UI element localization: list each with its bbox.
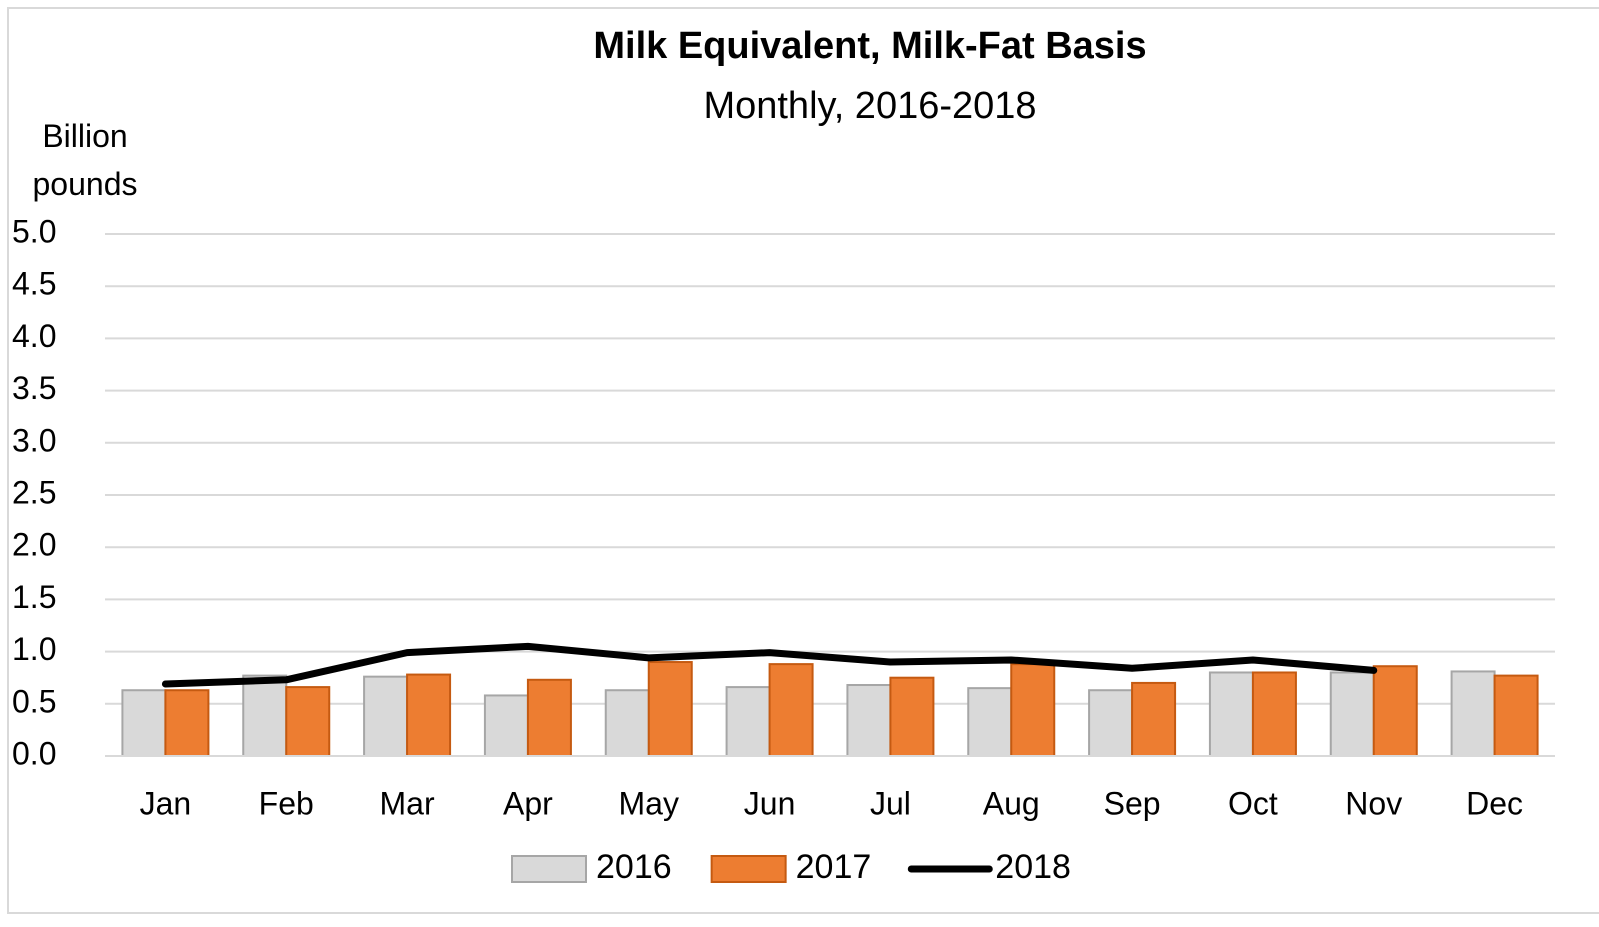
y-tick-label: 4.5 [12,266,56,302]
legend-label: 2018 [995,848,1071,886]
legend-swatch [511,855,587,883]
bar [967,687,1013,758]
bar [1493,674,1539,757]
line [161,642,1378,688]
bar [604,689,650,758]
chart-subtitle: Monthly, 2016-2018 [703,85,1036,127]
bar [526,678,572,758]
x-tick-label: Nov [1345,785,1402,821]
y-tick-label: 5.0 [12,213,56,249]
y-tick-label: 1.5 [12,579,56,615]
bar [1010,663,1056,757]
y-tick-label: 1.0 [12,631,56,667]
y-tick-label: 3.0 [12,422,56,458]
y-tick-label: 0.0 [12,735,56,771]
legend-swatch [710,855,787,883]
x-tick-label: Apr [503,785,553,821]
x-tick-label: Jul [870,785,911,821]
x-tick-label: May [619,785,679,821]
bar [121,689,167,758]
x-tick-label: Dec [1466,785,1523,821]
bar [1329,671,1375,757]
y-tick-label: 0.5 [12,683,56,719]
x-tick-label: Mar [380,785,435,821]
bar [483,694,529,757]
x-tick-label: Jun [744,785,796,821]
bar [285,686,331,758]
x-tick-label: Oct [1228,785,1278,821]
bar [1450,670,1496,757]
bar [725,686,771,758]
x-tick-label: Sep [1104,785,1161,821]
legend-label: 2017 [796,848,872,886]
bar [647,661,693,757]
bar [889,676,935,758]
y-tick-label: 4.0 [12,318,56,354]
x-tick-label: Aug [983,785,1040,821]
y-axis-label: Billion pounds [32,118,138,202]
x-tick-label: Feb [259,785,314,821]
bar [846,684,892,757]
bar [1088,689,1134,758]
legend-label: 2016 [596,848,672,886]
bar [1251,671,1297,757]
chart-frame [7,7,1599,914]
bar [1131,681,1177,757]
bar [768,663,814,757]
y-tick-label: 2.0 [12,527,56,563]
bar [406,673,452,757]
chart-title: Milk Equivalent, Milk-Fat Basis [593,25,1146,67]
bar [1208,671,1254,757]
bar [242,674,288,757]
y-tick-label: 2.5 [12,474,56,510]
bar [164,689,210,758]
bar [1372,665,1418,757]
y-tick-label: 3.5 [12,370,56,406]
bar [363,675,409,758]
x-tick-label: Jan [140,785,192,821]
